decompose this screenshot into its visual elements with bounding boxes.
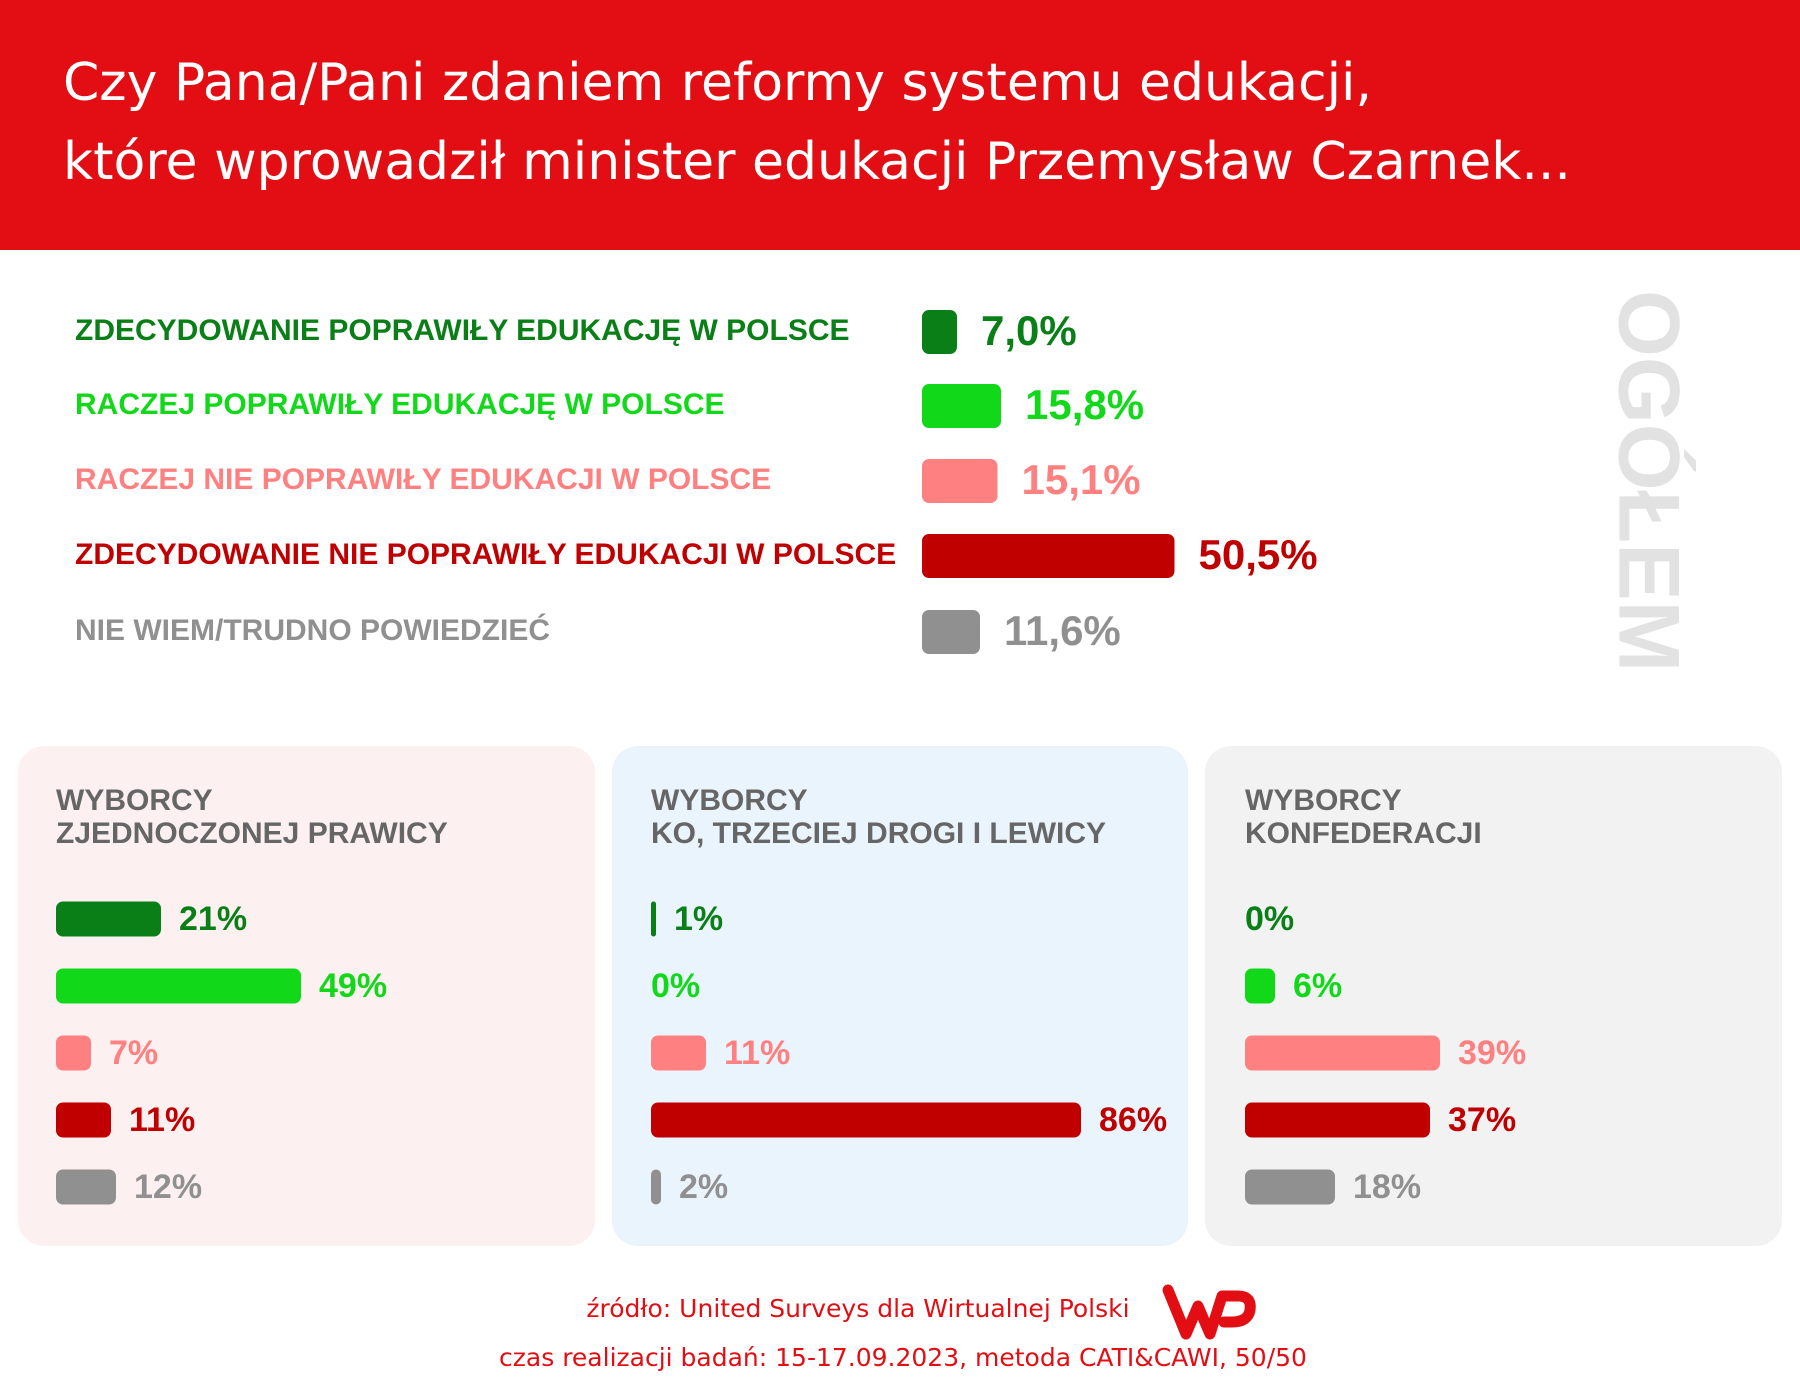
group-title: KONFEDERACJI	[1245, 817, 1482, 850]
category-label: NIE WIEM/TRUDNO POWIEDZIEĆ	[75, 613, 550, 647]
value-label: 15,8%	[1025, 381, 1144, 428]
category-label: ZDECYDOWANIE POPRAWIŁY EDUKACJĘ W POLSCE	[75, 314, 850, 347]
value-label: 11%	[724, 1034, 790, 1072]
title-line: które wprowadził minister edukacji Przem…	[63, 132, 1571, 192]
side-label: OGÓŁEM	[1600, 290, 1696, 672]
panel	[18, 746, 595, 1246]
value-label: 50,5%	[1199, 531, 1318, 578]
value-label: 86%	[1099, 1101, 1167, 1139]
title-line: Czy Pana/Pani zdaniem reformy systemu ed…	[63, 53, 1372, 113]
bar	[1245, 968, 1275, 1004]
bar	[651, 1102, 1081, 1138]
bar	[922, 384, 1001, 428]
bar	[922, 534, 1175, 578]
value-label: 1%	[674, 900, 723, 938]
note: czas realizacji badań: 15-17.09.2023, me…	[499, 1343, 1307, 1372]
bar	[56, 1102, 111, 1138]
bar	[1245, 1035, 1440, 1071]
category-label: ZDECYDOWANIE NIE POPRAWIŁY EDUKACJI W PO…	[75, 538, 896, 571]
bar	[56, 968, 301, 1004]
header	[0, 0, 1800, 250]
value-label: 0%	[651, 967, 700, 1005]
bar	[922, 459, 998, 503]
value-label: 12%	[134, 1168, 202, 1206]
category-label: RACZEJ NIE POPRAWIŁY EDUKACJI W POLSCE	[75, 463, 771, 496]
group-title: WYBORCY	[56, 784, 213, 817]
bar	[56, 1169, 116, 1205]
bar	[1245, 1169, 1335, 1205]
bar	[1245, 1102, 1430, 1138]
value-label: 11%	[129, 1101, 195, 1139]
bar	[651, 1169, 661, 1205]
bar	[56, 1035, 91, 1071]
category-label: RACZEJ POPRAWIŁY EDUKACJĘ W POLSCE	[75, 388, 725, 421]
group-title: WYBORCY	[651, 784, 808, 817]
value-label: 6%	[1293, 967, 1342, 1005]
value-label: 7%	[109, 1034, 158, 1072]
logo	[1162, 1284, 1256, 1340]
bar	[922, 610, 980, 654]
bar	[922, 310, 957, 354]
value-label: 49%	[319, 967, 387, 1005]
value-label: 7,0%	[981, 307, 1077, 354]
bar	[56, 901, 161, 937]
value-label: 2%	[679, 1168, 728, 1206]
value-label: 21%	[179, 900, 247, 938]
group-title: KO, TRZECIEJ DROGI I LEWICY	[651, 817, 1106, 850]
value-label: 37%	[1448, 1101, 1516, 1139]
value-label: 11,6%	[1004, 607, 1121, 654]
group-title: WYBORCY	[1245, 784, 1402, 817]
source: źródło: United Surveys dla Wirtualnej Po…	[586, 1294, 1129, 1323]
value-label: 39%	[1458, 1034, 1526, 1072]
value-label: 0%	[1245, 900, 1294, 938]
group-title: ZJEDNOCZONEJ PRAWICY	[56, 817, 448, 850]
value-label: 18%	[1353, 1168, 1421, 1206]
value-label: 15,1%	[1022, 456, 1141, 503]
bar	[651, 901, 656, 937]
bar	[651, 1035, 706, 1071]
